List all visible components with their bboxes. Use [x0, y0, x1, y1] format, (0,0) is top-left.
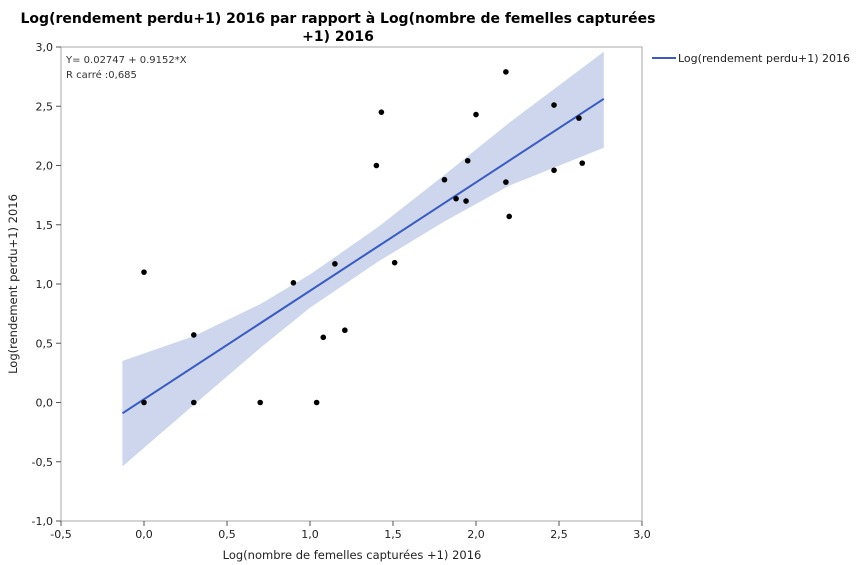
data-point [191, 332, 197, 338]
y-axis-ticks: -1,0 -0,5 0,0 0,5 1,0 1,5 2,0 2,5 3,0 [32, 41, 61, 528]
data-point [191, 399, 197, 406]
data-point [141, 269, 147, 275]
data-point [473, 111, 479, 118]
x-tick-label: 1,0 [301, 528, 319, 541]
confidence-band-layer [122, 51, 604, 467]
x-tick-label: 2,0 [467, 528, 485, 541]
x-tick-label: 2,5 [550, 528, 568, 541]
y-tick-label: 1,0 [36, 278, 54, 291]
legend: Log(rendement perdu+1) 2016 [652, 52, 850, 65]
data-point [373, 162, 380, 169]
data-point [141, 399, 147, 406]
y-axis-label: Log(rendement perdu+1) 2016 [6, 194, 20, 374]
x-tick-label: -0,5 [50, 528, 71, 541]
legend-label: Log(rendement perdu+1) 2016 [678, 52, 850, 65]
data-point [332, 261, 338, 267]
data-point [391, 259, 398, 266]
confidence-band [122, 51, 604, 467]
x-axis-label: Log(nombre de femelles capturées +1) 201… [223, 548, 482, 562]
x-tick-label: 0,0 [135, 528, 153, 541]
regression-line-layer [121, 97, 605, 415]
data-point [506, 213, 512, 220]
data-point [503, 69, 509, 75]
data-point [342, 327, 348, 334]
data-point [576, 115, 582, 121]
y-tick-label: 1,5 [36, 219, 54, 232]
data-point [551, 167, 557, 174]
y-tick-label: 0,0 [36, 397, 54, 410]
y-tick-label: -0,5 [32, 456, 53, 469]
data-point [378, 109, 385, 115]
y-tick-label: 3,0 [36, 41, 54, 54]
regression-equation: Y= 0.02747 + 0.9152*X [65, 55, 187, 66]
y-tick-label: 0,5 [36, 337, 54, 350]
data-point [290, 280, 297, 286]
y-tick-label: 2,0 [36, 160, 54, 173]
x-axis-ticks: -0,5 0,0 0,5 1,0 1,5 2,0 2,5 3,0 [50, 521, 651, 541]
data-point [320, 334, 327, 341]
data-point [503, 179, 509, 185]
chart-title: Log(rendement perdu+1) 2016 par rapport … [21, 11, 656, 45]
data-point [313, 399, 320, 406]
data-point [453, 195, 459, 202]
x-tick-label: 1,5 [384, 528, 402, 541]
chart-title-line-1: Log(rendement perdu+1) 2016 par rapport … [21, 11, 656, 27]
y-tick-label: -1,0 [32, 515, 53, 528]
x-tick-label: 3,0 [633, 528, 651, 541]
chart-title-line-2: +1) 2016 [302, 29, 374, 45]
data-point [257, 399, 264, 406]
data-point [441, 176, 448, 183]
annotation-box: Y= 0.02747 + 0.9152*X R carré :0,685 [65, 55, 187, 81]
y-tick-label: 2,5 [36, 100, 54, 113]
regression-line [121, 97, 605, 415]
r-squared-label: R carré :0,685 [66, 69, 137, 81]
data-point [463, 198, 469, 204]
data-point [464, 157, 471, 164]
data-points-layer [141, 69, 586, 406]
data-point [551, 102, 557, 108]
x-tick-label: 0,5 [218, 528, 236, 541]
data-point [579, 160, 586, 166]
